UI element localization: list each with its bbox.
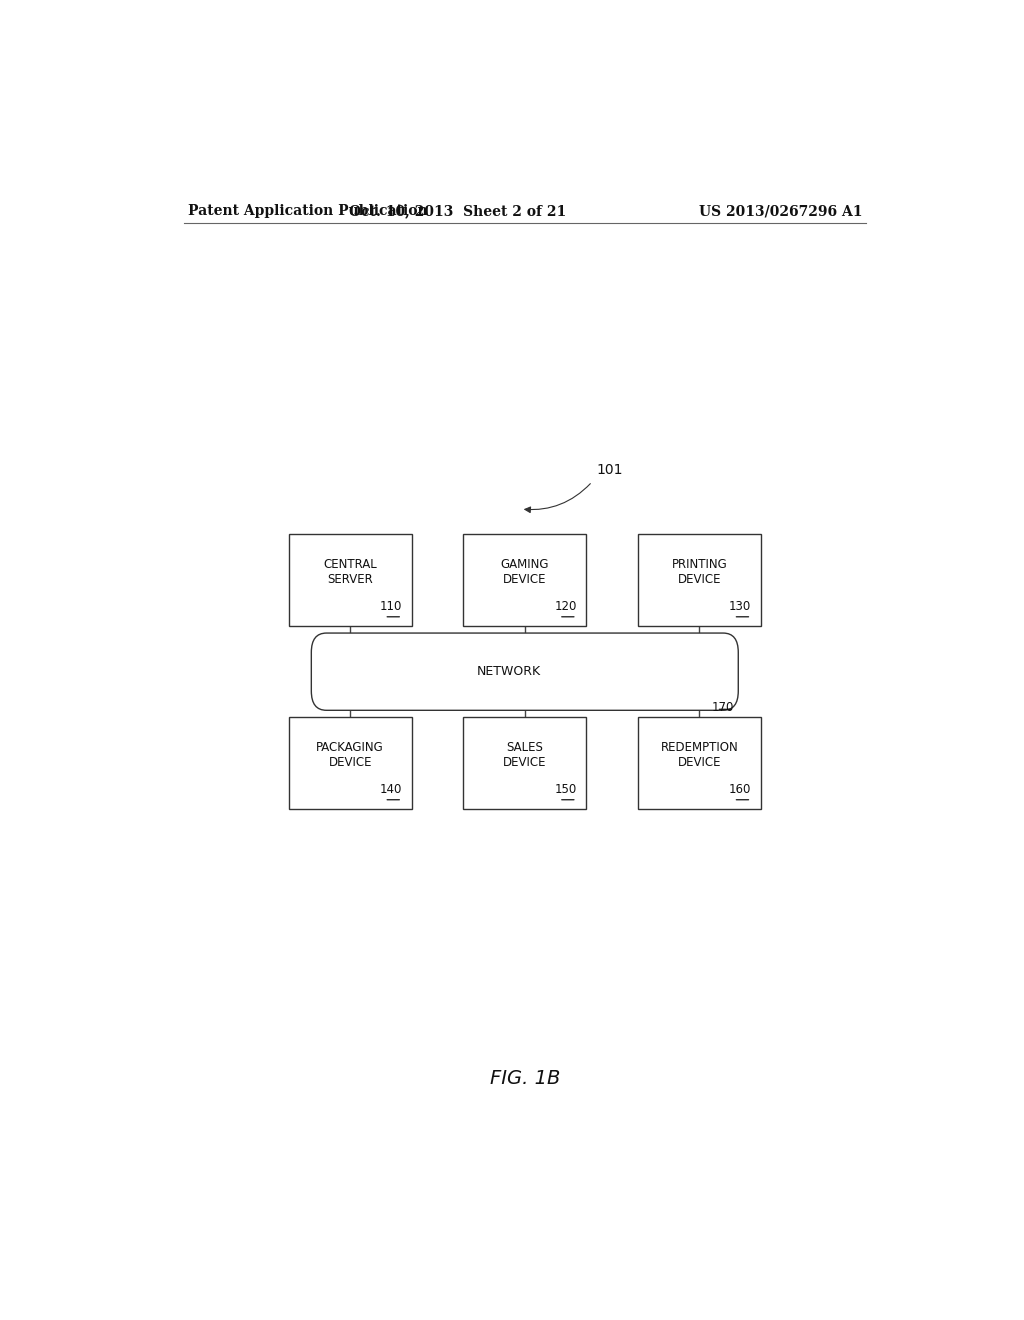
Text: 160: 160 (729, 783, 752, 796)
Text: 120: 120 (554, 599, 577, 612)
Text: PRINTING
DEVICE: PRINTING DEVICE (672, 558, 727, 586)
Text: 130: 130 (729, 599, 752, 612)
Text: US 2013/0267296 A1: US 2013/0267296 A1 (698, 205, 862, 218)
Text: 170: 170 (712, 701, 734, 714)
Text: 110: 110 (380, 599, 402, 612)
FancyBboxPatch shape (463, 535, 587, 626)
FancyBboxPatch shape (638, 718, 761, 809)
Text: REDEMPTION
DEVICE: REDEMPTION DEVICE (660, 741, 738, 770)
Text: FIG. 1B: FIG. 1B (489, 1069, 560, 1088)
FancyBboxPatch shape (311, 634, 738, 710)
FancyBboxPatch shape (289, 535, 412, 626)
FancyBboxPatch shape (289, 718, 412, 809)
Text: CENTRAL
SERVER: CENTRAL SERVER (324, 558, 377, 586)
Text: 101: 101 (596, 462, 623, 477)
Text: PACKAGING
DEVICE: PACKAGING DEVICE (316, 741, 384, 770)
FancyBboxPatch shape (638, 535, 761, 626)
FancyBboxPatch shape (463, 718, 587, 809)
Text: NETWORK: NETWORK (477, 665, 541, 678)
Text: Oct. 10, 2013  Sheet 2 of 21: Oct. 10, 2013 Sheet 2 of 21 (349, 205, 566, 218)
Text: 150: 150 (555, 783, 577, 796)
Text: GAMING
DEVICE: GAMING DEVICE (501, 558, 549, 586)
Text: 140: 140 (380, 783, 402, 796)
Text: Patent Application Publication: Patent Application Publication (187, 205, 427, 218)
Text: SALES
DEVICE: SALES DEVICE (503, 741, 547, 770)
